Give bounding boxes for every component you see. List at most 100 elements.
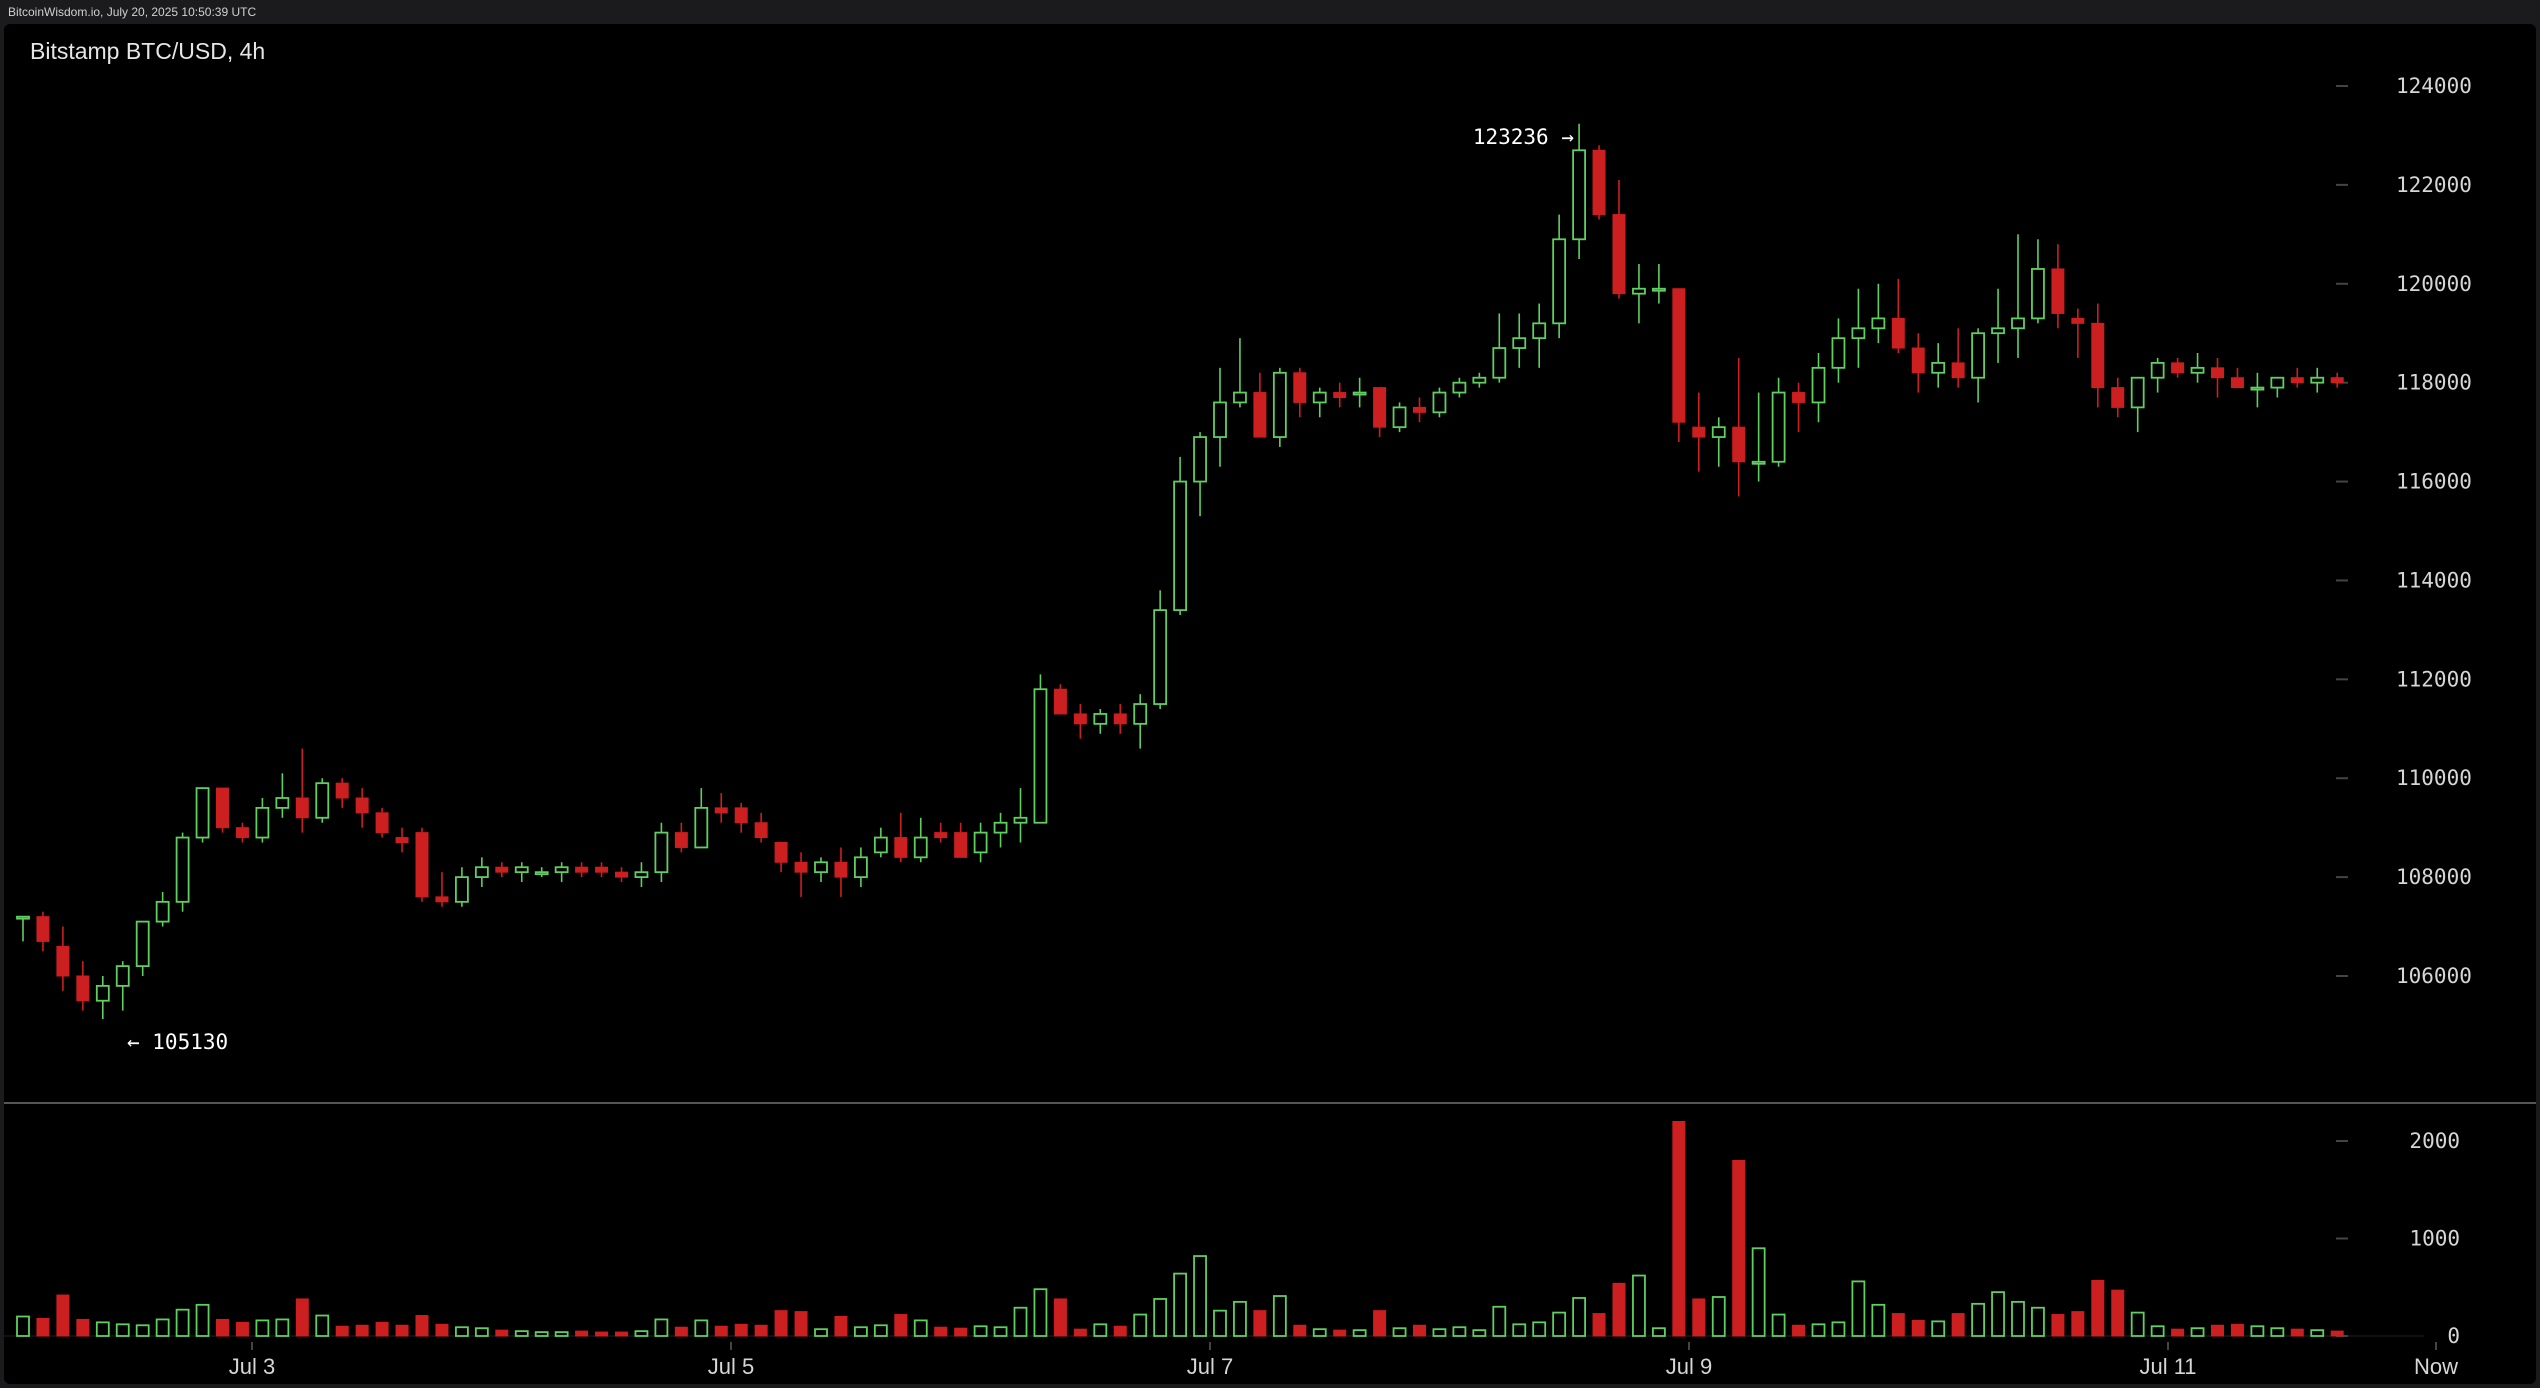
volume-bar bbox=[894, 1314, 908, 1337]
candle-body bbox=[674, 832, 688, 848]
chart-title: Bitstamp BTC/USD, 4h bbox=[30, 38, 266, 64]
candle-body bbox=[734, 807, 748, 824]
volume-bar bbox=[2071, 1311, 2085, 1337]
volume-bar bbox=[2270, 1327, 2285, 1337]
candle-body bbox=[973, 831, 988, 854]
volume-bar bbox=[1751, 1247, 1766, 1337]
candle-body bbox=[1951, 362, 1965, 379]
volume-bar bbox=[1732, 1160, 1746, 1337]
volume-bar bbox=[155, 1318, 170, 1337]
volume-bar bbox=[873, 1324, 888, 1337]
candlestick-chart: 106000 108000 110000 112000 114000 116000 1180… bbox=[4, 74, 2536, 1379]
volume-bar bbox=[415, 1315, 429, 1337]
volume-axis-label: 1000 bbox=[2409, 1227, 2460, 1251]
candle-body bbox=[1413, 406, 1426, 413]
x-axis-label: Jul 9 bbox=[1666, 1354, 1712, 1379]
candle-body bbox=[1013, 816, 1028, 824]
candle-body bbox=[1911, 347, 1925, 374]
volume-bar bbox=[235, 1321, 249, 1337]
candle-body bbox=[794, 861, 808, 873]
candle-body bbox=[1732, 426, 1746, 463]
volume-bar bbox=[1373, 1310, 1387, 1337]
candle-body bbox=[1352, 391, 1367, 396]
volume-bar bbox=[2330, 1330, 2344, 1337]
candle-body bbox=[1373, 387, 1387, 428]
volume-bar bbox=[1612, 1282, 1626, 1337]
volume-bar bbox=[2051, 1314, 2065, 1337]
volume-bar bbox=[1552, 1311, 1567, 1337]
candle-body bbox=[1472, 376, 1487, 384]
volume-bar bbox=[395, 1324, 409, 1337]
volume-bar bbox=[2091, 1279, 2105, 1337]
candle-body bbox=[1213, 401, 1227, 438]
volume-bar bbox=[1193, 1255, 1207, 1337]
candle-body bbox=[1592, 149, 1606, 216]
candle-body bbox=[1652, 287, 1666, 292]
volume-bar bbox=[1532, 1321, 1547, 1337]
candle-body bbox=[395, 837, 409, 843]
candle-body bbox=[335, 782, 349, 799]
candle-body bbox=[634, 871, 649, 879]
volume-bar bbox=[454, 1326, 469, 1337]
candle-body bbox=[2211, 367, 2224, 379]
volume-bar bbox=[115, 1323, 130, 1337]
volume-bar bbox=[2310, 1329, 2325, 1337]
candle-body bbox=[1113, 713, 1127, 725]
candle-body bbox=[1272, 371, 1287, 438]
candle-body bbox=[95, 984, 110, 1002]
candle-body bbox=[1891, 317, 1905, 349]
candle-body bbox=[235, 827, 249, 839]
candle-body bbox=[1612, 214, 1626, 295]
volume-bar bbox=[2290, 1328, 2304, 1337]
volume-bar bbox=[1013, 1306, 1028, 1337]
candle-body bbox=[2310, 376, 2325, 384]
volume-bar bbox=[2211, 1324, 2224, 1337]
candle-body bbox=[2130, 376, 2145, 409]
volume-bar bbox=[774, 1310, 788, 1337]
volume-bar bbox=[634, 1330, 649, 1337]
candle-body bbox=[2051, 268, 2065, 314]
volume-bar bbox=[1233, 1300, 1247, 1337]
candle-body bbox=[135, 920, 150, 968]
volume-bar bbox=[1352, 1329, 1367, 1337]
volume-bar bbox=[714, 1325, 728, 1337]
candle-body bbox=[1971, 332, 1985, 379]
candle-body bbox=[534, 871, 549, 876]
volume-bar bbox=[1991, 1291, 2005, 1337]
candle-body bbox=[36, 916, 50, 942]
volume-bar bbox=[674, 1326, 688, 1337]
candle-body bbox=[454, 876, 469, 903]
candle-body bbox=[2111, 387, 2125, 408]
candle-body bbox=[56, 945, 70, 977]
volume-bar bbox=[216, 1318, 229, 1337]
candle-body bbox=[375, 812, 389, 834]
volume-bar bbox=[1293, 1324, 1307, 1337]
volume-bar bbox=[1911, 1319, 1925, 1337]
volume-bar bbox=[1572, 1297, 1586, 1337]
chart-panel: Bitstamp BTC/USD, 4h 106000 108000 110000 1… bbox=[4, 24, 2536, 1384]
volume-bar bbox=[615, 1331, 628, 1337]
volume-bar bbox=[1931, 1320, 1946, 1337]
candle-body bbox=[575, 866, 589, 873]
candle-body bbox=[1771, 391, 1786, 463]
price-axis-label: 110000 bbox=[2396, 766, 2472, 790]
volume-bar bbox=[474, 1327, 489, 1337]
volume-bar bbox=[1711, 1296, 1726, 1337]
volume-bar bbox=[1033, 1288, 1048, 1337]
volume-bar bbox=[2230, 1323, 2244, 1337]
volume-bar bbox=[76, 1318, 90, 1337]
candle-body bbox=[1293, 372, 1307, 403]
volume-bar bbox=[1333, 1329, 1347, 1337]
volume-bar bbox=[375, 1321, 389, 1337]
candle-body bbox=[16, 915, 30, 920]
candle-body bbox=[1432, 391, 1447, 414]
volume-bar bbox=[575, 1330, 589, 1337]
volume-bar bbox=[355, 1324, 369, 1337]
volume-bar bbox=[1093, 1323, 1108, 1337]
candle-body bbox=[2171, 362, 2185, 374]
volume-bar bbox=[554, 1331, 569, 1337]
volume-bar bbox=[834, 1316, 848, 1337]
volume-bar bbox=[315, 1314, 330, 1337]
volume-bar bbox=[435, 1323, 449, 1337]
candle-body bbox=[814, 861, 828, 874]
